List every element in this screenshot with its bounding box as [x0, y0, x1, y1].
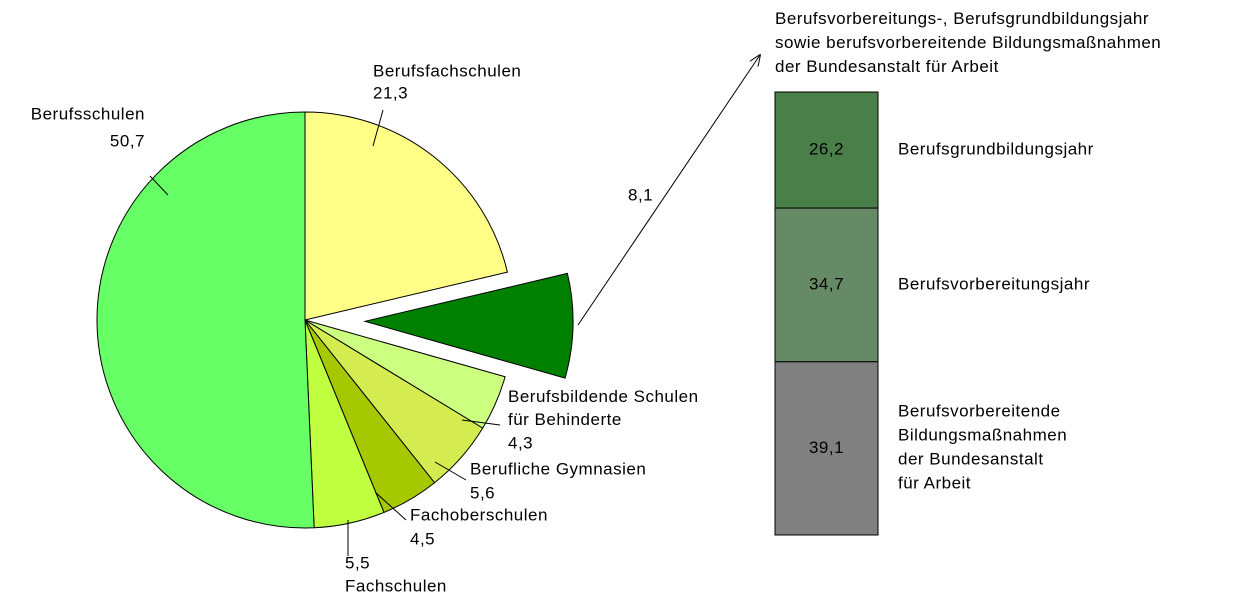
slice-value-label: 5,6	[470, 483, 495, 502]
slice-value-label: 5,5	[345, 553, 370, 572]
legend-label: Berufsvorbereitungsjahr	[898, 274, 1090, 293]
slice-label: Fachschulen	[345, 576, 447, 595]
bar-segment	[774, 207, 879, 363]
connector-arrow	[577, 55, 760, 326]
leader-line	[149, 175, 169, 196]
legend-label: Berufsgrundbildungsjahr	[898, 140, 1094, 159]
pie-slice	[96, 111, 315, 529]
leader-line	[461, 419, 501, 426]
slice-label: Berufliche Gymnasien	[470, 459, 646, 478]
slice-label: Berufsfachschulen	[373, 61, 521, 80]
leader-line	[374, 491, 407, 521]
slice-value-label: 8,1	[628, 185, 653, 204]
slice-value-label: 4,5	[410, 529, 435, 548]
segment-value-label: 26,2	[809, 140, 844, 159]
slice-value-label: 21,3	[373, 83, 408, 102]
leader-line	[372, 109, 384, 147]
slice-value-label: 4,3	[508, 433, 533, 452]
segment-value-label: 34,7	[809, 274, 844, 293]
bar-segment	[774, 91, 879, 209]
bar-segment	[774, 361, 879, 536]
pie-slice	[363, 272, 574, 379]
legend-label: Berufsvorbereitende Bildungsmaßnahmen der …	[898, 402, 1067, 493]
slice-label: Berufsschulen	[31, 104, 145, 123]
slice-label: Fachoberschulen	[410, 505, 548, 524]
pie-slice	[304, 111, 509, 321]
leader-line	[434, 461, 467, 481]
slice-value-label: 50,7	[110, 131, 145, 150]
slice-label: Berufsbildende Schulen für Behinderte	[508, 387, 699, 429]
bar-title: Berufsvorbereitungs-, Berufsgrundbildung…	[775, 9, 1161, 76]
segment-value-label: 39,1	[809, 438, 844, 457]
